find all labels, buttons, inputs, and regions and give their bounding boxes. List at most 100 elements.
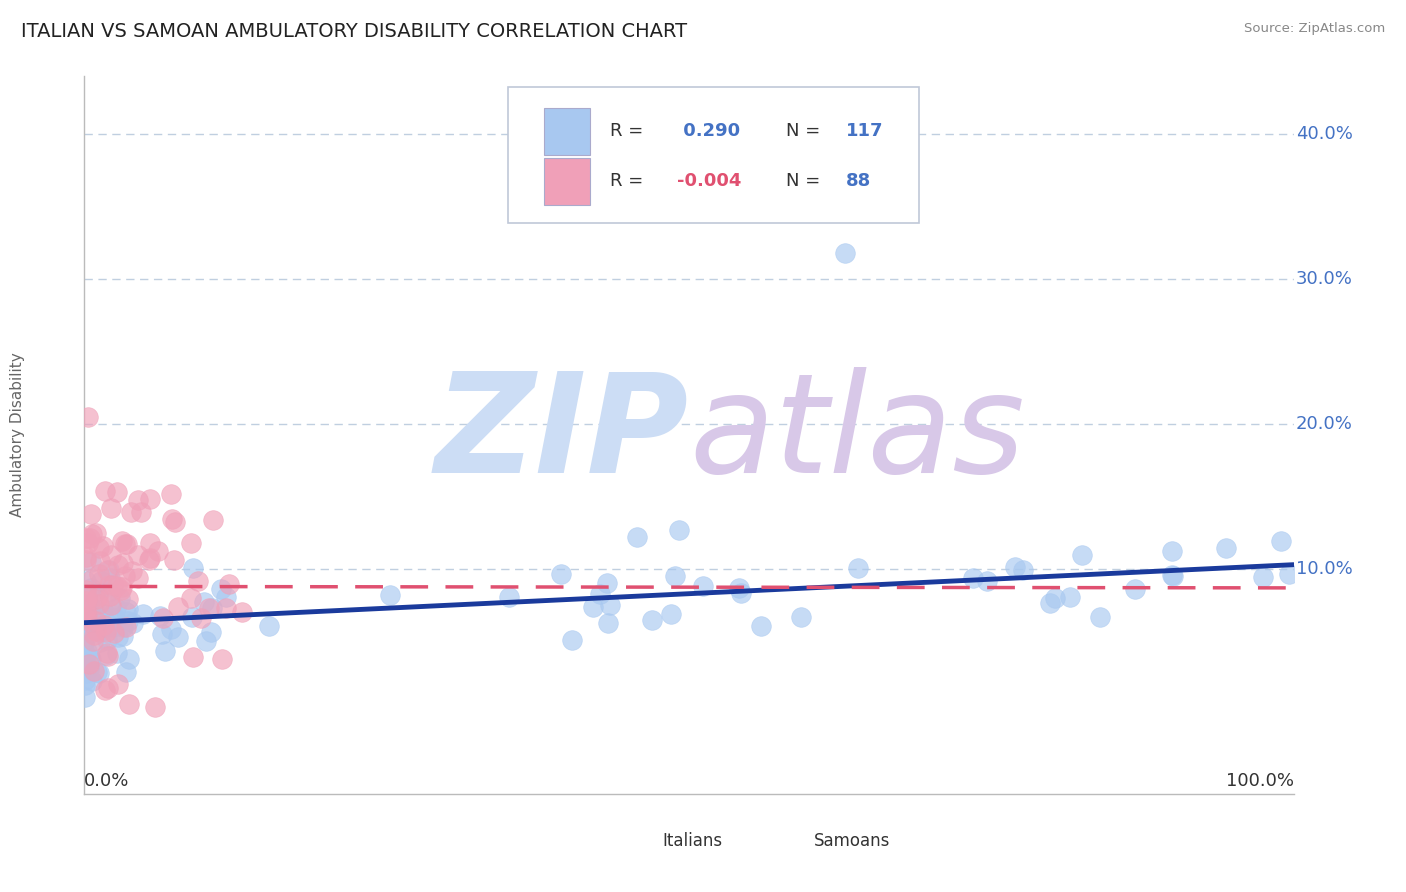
Point — [165, 516, 187, 530]
Point — [749, 619, 772, 633]
Point — [108, 591, 131, 605]
Text: R =: R = — [610, 122, 650, 140]
Point — [127, 492, 149, 507]
Point — [180, 535, 202, 549]
Point — [89, 567, 111, 582]
Point — [1278, 566, 1301, 581]
Point — [257, 618, 280, 632]
Point — [77, 598, 100, 612]
Point — [90, 574, 112, 588]
Point — [211, 651, 233, 665]
Point — [80, 527, 103, 541]
Bar — [544, 108, 589, 155]
Point — [181, 561, 204, 575]
Point — [76, 622, 98, 636]
Point — [187, 574, 209, 589]
Point — [195, 633, 218, 648]
Point — [138, 553, 160, 567]
Point — [101, 578, 124, 592]
Point — [834, 245, 856, 260]
Text: R =: R = — [610, 172, 650, 190]
Point — [198, 601, 221, 615]
Text: 10.0%: 10.0% — [1296, 560, 1353, 578]
Point — [80, 651, 103, 665]
Point — [1215, 541, 1237, 555]
Text: 117: 117 — [846, 122, 883, 140]
Point — [100, 598, 122, 612]
Point — [79, 650, 101, 665]
Point — [120, 505, 142, 519]
Bar — [616, 830, 652, 851]
Point — [115, 605, 138, 619]
Point — [596, 576, 619, 591]
Point — [214, 590, 236, 604]
Point — [87, 587, 110, 601]
Point — [180, 610, 202, 624]
Point — [139, 550, 162, 565]
Point — [114, 569, 136, 583]
Point — [1160, 568, 1182, 582]
Point — [1160, 544, 1182, 558]
Point — [80, 555, 103, 569]
Point — [83, 627, 105, 641]
Point — [75, 619, 97, 633]
Point — [218, 576, 240, 591]
Point — [75, 549, 97, 564]
Point — [73, 673, 96, 687]
Point — [86, 614, 108, 628]
Text: N =: N = — [786, 122, 825, 140]
Point — [96, 646, 118, 660]
Point — [98, 571, 121, 585]
Point — [163, 553, 186, 567]
Point — [111, 556, 134, 570]
Point — [1251, 570, 1274, 584]
Point — [190, 611, 212, 625]
Text: Samoans: Samoans — [814, 831, 890, 849]
Point — [727, 581, 749, 595]
Text: ITALIAN VS SAMOAN AMBULATORY DISABILITY CORRELATION CHART: ITALIAN VS SAMOAN AMBULATORY DISABILITY … — [21, 22, 688, 41]
Point — [75, 594, 97, 608]
Point — [148, 544, 170, 558]
Text: -0.004: -0.004 — [676, 172, 741, 190]
Point — [87, 590, 110, 604]
Point — [86, 665, 108, 679]
Point — [94, 615, 117, 630]
Point — [73, 690, 96, 704]
Text: Source: ZipAtlas.com: Source: ZipAtlas.com — [1244, 22, 1385, 36]
Point — [84, 605, 107, 619]
Point — [117, 614, 139, 628]
Point — [100, 609, 122, 624]
Point — [114, 537, 136, 551]
Point — [91, 601, 114, 615]
Point — [193, 595, 215, 609]
Point — [96, 648, 118, 663]
Point — [117, 602, 139, 616]
Point — [111, 533, 134, 548]
Point — [976, 574, 998, 588]
Point — [1012, 563, 1035, 577]
Point — [94, 624, 117, 639]
Point — [82, 634, 104, 648]
Point — [73, 600, 96, 615]
Point — [181, 650, 204, 665]
Point — [87, 541, 110, 555]
Point — [76, 643, 98, 657]
Point — [152, 611, 174, 625]
Point — [84, 592, 107, 607]
Point — [100, 548, 122, 562]
Point — [84, 525, 107, 540]
Point — [80, 611, 103, 625]
Point — [76, 591, 98, 605]
Point — [149, 609, 172, 624]
Point — [730, 586, 752, 600]
Point — [1059, 591, 1081, 605]
Point — [98, 563, 121, 577]
Point — [127, 548, 149, 562]
Point — [117, 591, 139, 606]
Point — [1071, 548, 1094, 562]
Text: 88: 88 — [846, 172, 872, 190]
Point — [1123, 582, 1146, 596]
Text: 30.0%: 30.0% — [1296, 270, 1353, 288]
Point — [79, 621, 101, 635]
Point — [132, 607, 155, 621]
